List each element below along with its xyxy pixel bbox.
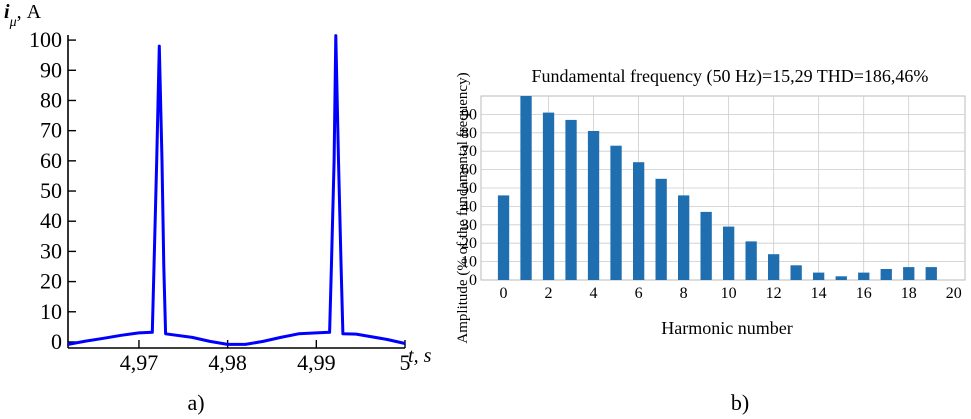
chart-a-xlabel-unit: , s — [414, 345, 432, 367]
chart-b-bar — [633, 162, 645, 280]
chart-b-bar — [497, 195, 510, 280]
chart-b-bar — [903, 267, 915, 280]
chart-b-bar — [655, 178, 667, 280]
chart-b-ylabel: Amplitude (% of the fundamental frequenc… — [455, 72, 471, 343]
chart-b-y-tick-label: 90 — [461, 106, 477, 123]
chart-b-y-tick-label: 30 — [461, 217, 477, 234]
chart-b-x-tick-label: 4 — [590, 285, 598, 302]
chart-b-x-tick-label: 14 — [811, 285, 827, 302]
chart-b-x-tick-label: 8 — [680, 285, 688, 302]
chart-b-y-tick-label: 60 — [461, 162, 477, 179]
chart-b-y-tick-label: 20 — [461, 235, 477, 252]
chart-b-y-tick-label: 40 — [461, 198, 477, 215]
chart-a-y-tick-label: 90 — [40, 57, 62, 82]
chart-b-bar — [678, 195, 690, 280]
chart-b-bar — [565, 119, 577, 281]
chart-b-bar — [835, 276, 847, 280]
chart-a-y-tick-label: 70 — [40, 118, 62, 143]
chart-b-xlabel: Harmonic number — [661, 318, 792, 338]
chart-b-bar — [610, 145, 622, 280]
chart-a-y-tick-label: 30 — [40, 238, 62, 263]
chart-a-series-line — [67, 34, 406, 346]
chart-a-ylabel-subscript: μ — [9, 15, 17, 30]
chart-b-bar — [858, 272, 870, 280]
chart-b-y-tick-label: 0 — [469, 272, 477, 289]
chart-b-bar — [925, 267, 937, 280]
chart-b-y-tick-label: 80 — [461, 125, 477, 142]
panel-a-caption: a) — [187, 390, 204, 415]
chart-b-y-tick-label: 10 — [461, 254, 477, 271]
chart-b-bar — [587, 131, 600, 280]
chart-b-bar — [813, 272, 825, 280]
chart-a-xlabel-symbol: t — [408, 345, 414, 367]
chart-b-x-tick-label: 16 — [856, 285, 872, 302]
chart-b-bar — [542, 112, 555, 280]
chart-a-y-tick-label: 20 — [40, 269, 62, 294]
chart-b-x-tick-label: 0 — [500, 285, 508, 302]
chart-a-y-tick-label: 80 — [40, 87, 62, 112]
chart-b-x-tick-label: 10 — [721, 285, 737, 302]
chart-a-y-tick-label: 50 — [40, 178, 62, 203]
chart-b-bar — [768, 254, 780, 280]
chart-b-title: Fundamental frequency (50 Hz)=15,29 THD=… — [532, 66, 929, 87]
chart-a-ylabel: iμ, A — [4, 1, 42, 30]
current-waveform-chart: iμ, A t, s 0 10 20 30 40 50 60 70 80 90 100 4,97 4,9… — [4, 1, 432, 375]
chart-a-y-tick-label: 100 — [29, 27, 62, 52]
chart-b-y-tick-label: 70 — [461, 143, 477, 160]
harmonic-spectrum-chart: Fundamental frequency (50 Hz)=15,29 THD=… — [455, 66, 966, 344]
chart-a-x-tick-label: 4,99 — [297, 350, 336, 375]
chart-a-y-tick-label: 40 — [40, 208, 62, 233]
chart-b-x-tick-label: 12 — [766, 285, 782, 302]
chart-b-y-tick-label: 50 — [461, 180, 477, 197]
chart-b-bar — [745, 241, 757, 280]
chart-a-x-tick-label: 4,97 — [120, 350, 159, 375]
chart-b-x-tick-label: 6 — [635, 285, 643, 302]
chart-b-bar — [790, 265, 802, 280]
panel-b-caption: b) — [731, 390, 749, 415]
chart-a-x-tick-label: 4,98 — [208, 350, 247, 375]
chart-b-bar — [700, 211, 712, 280]
chart-a-ylabel-unit: , A — [17, 1, 42, 23]
chart-a-ylabel-symbol: i — [4, 1, 10, 23]
chart-a-y-tick-label: 0 — [51, 329, 62, 354]
chart-b-bar — [520, 96, 532, 280]
chart-a-y-tick-label: 60 — [40, 148, 62, 173]
chart-b-x-tick-label: 2 — [545, 285, 553, 302]
chart-a-xlabel: t, s — [408, 345, 432, 367]
chart-b-bar — [880, 269, 892, 280]
chart-a-y-tick-label: 10 — [40, 299, 62, 324]
chart-b-bar — [723, 226, 735, 280]
chart-a-x-tick-label: 5 — [400, 350, 411, 375]
chart-b-x-tick-label: 18 — [901, 285, 917, 302]
chart-b-x-tick-label: 20 — [946, 285, 962, 302]
